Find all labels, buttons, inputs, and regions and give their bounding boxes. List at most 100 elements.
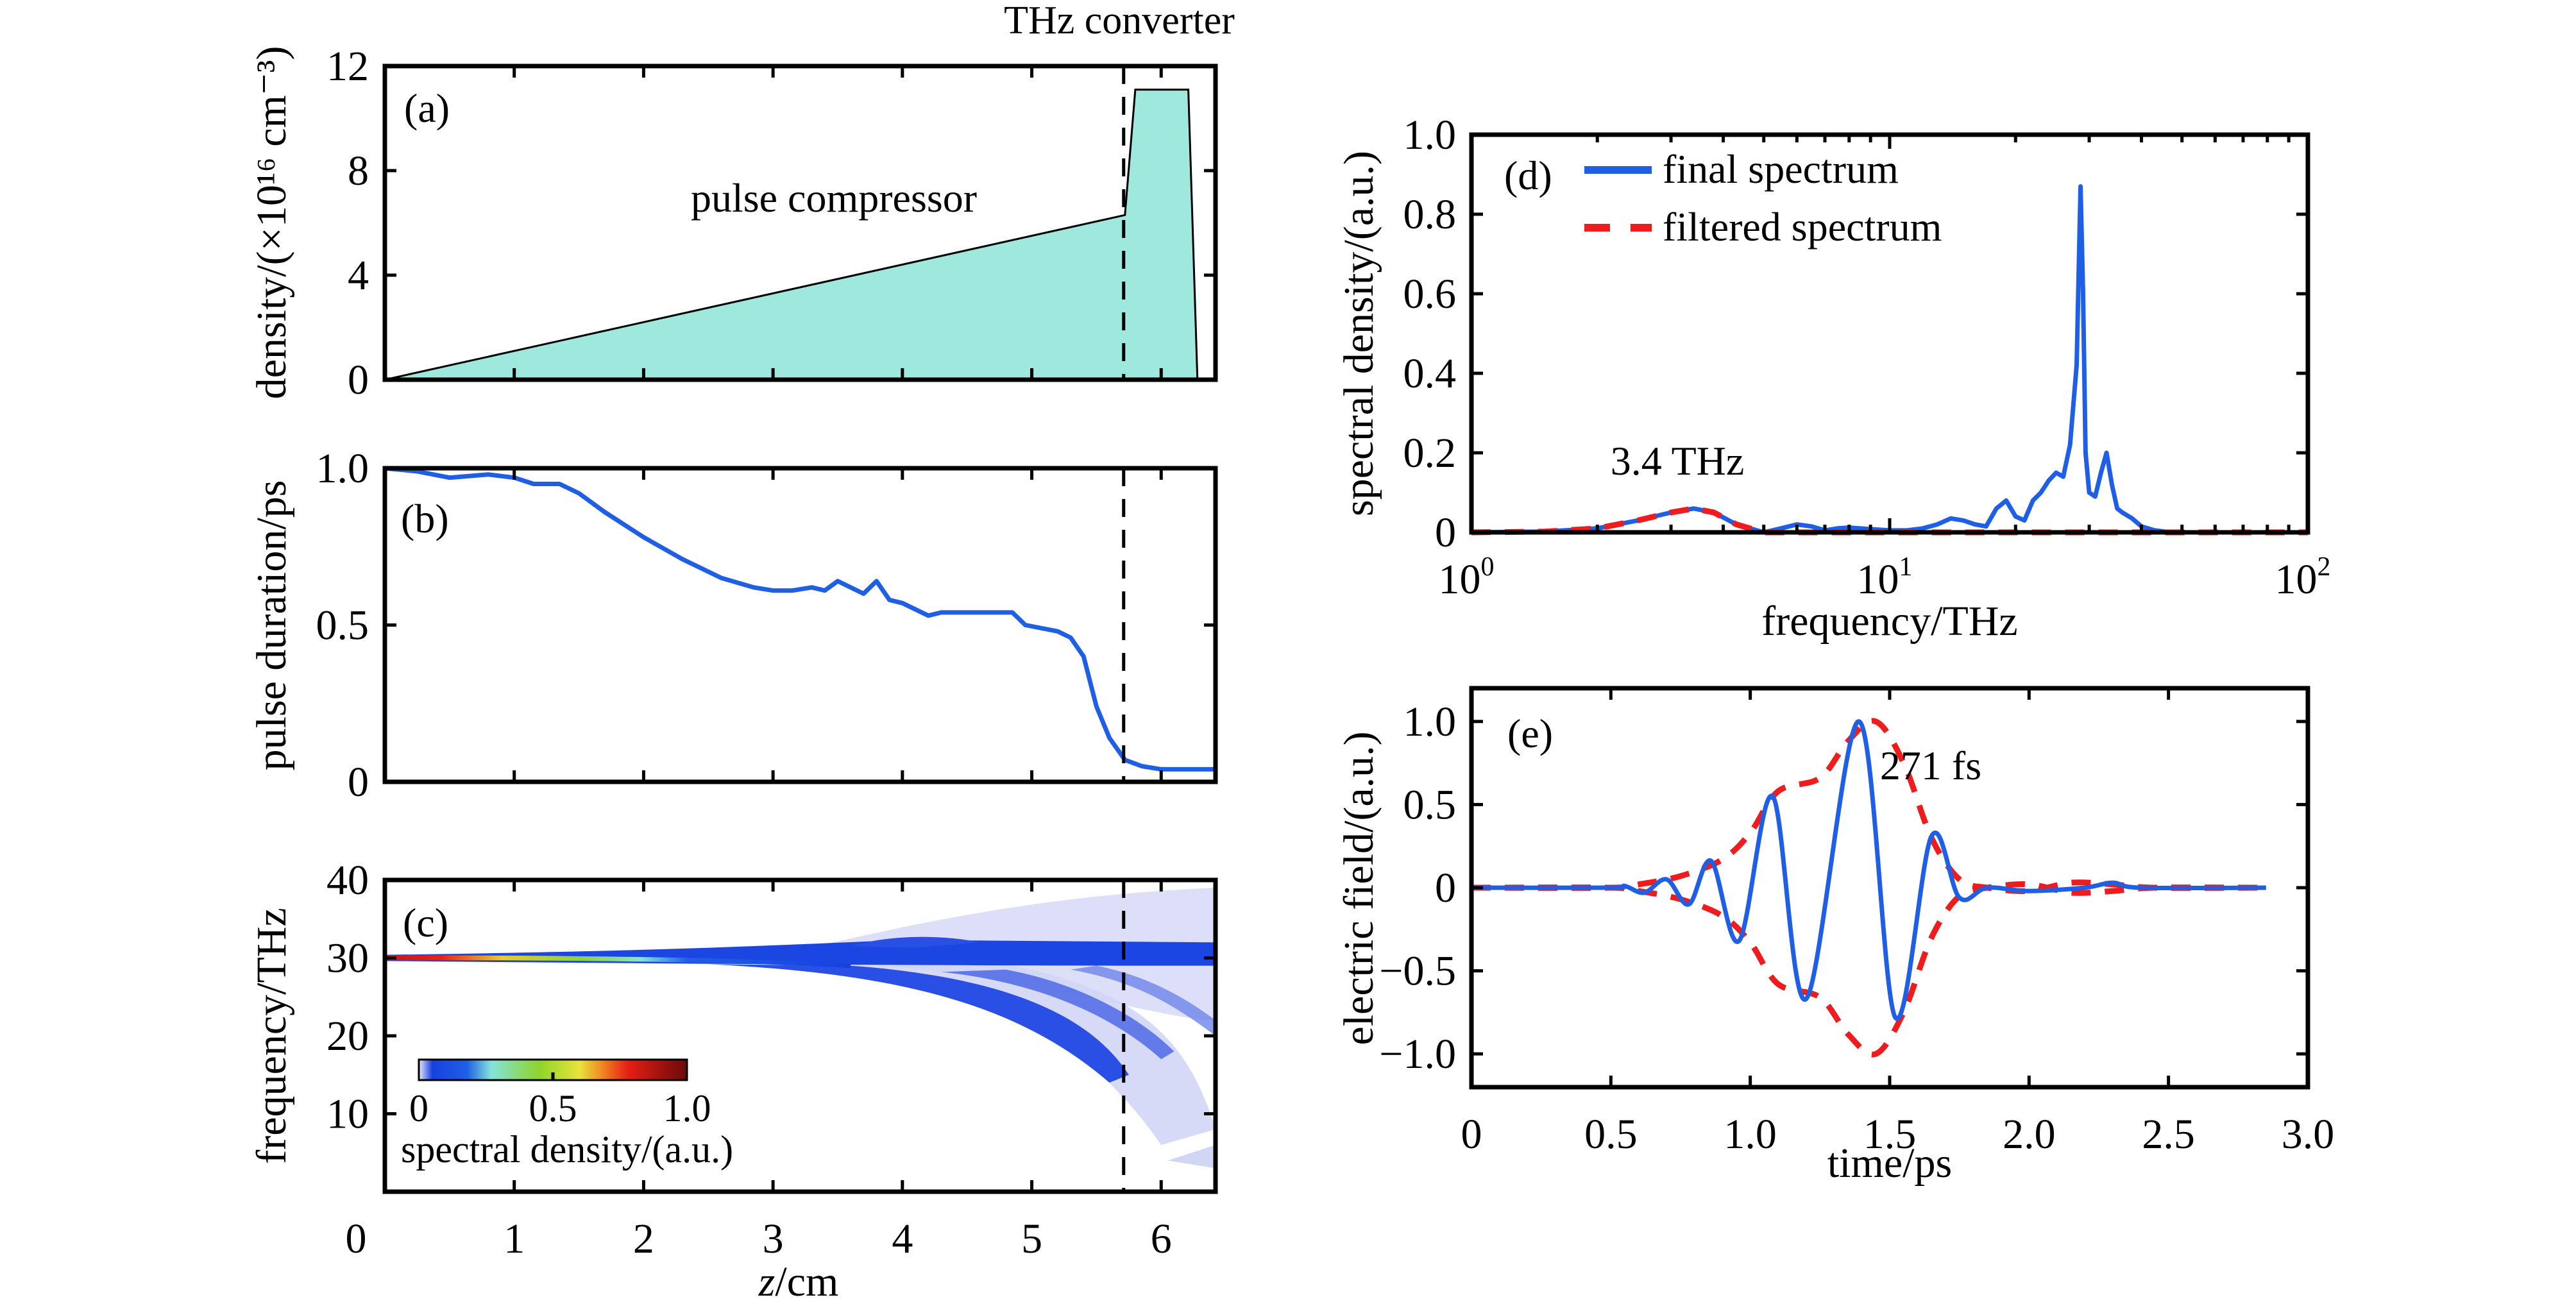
e-annotation-271fs: 271 fs [1880,743,1981,788]
panel-b-pulse-duration: 0 0.5 1.0 (b) pulse duration/ps [248,445,1218,806]
d-xtick-label: 101 [1857,552,1913,603]
c-branch-1 [708,964,1129,1083]
d-xtick-base: 10 [1439,556,1481,603]
e-plot-area [1471,718,2266,1058]
d-ytick-label: 0.8 [1403,191,1457,238]
b-plot-area [384,466,1216,782]
e-envelope-upper [1471,718,2266,894]
c-xlabel-variable: z [758,1258,775,1305]
d-panel-label: (d) [1504,153,1552,198]
d-ytick-label: 0.6 [1403,271,1457,317]
c-xtick-label: 3 [763,1215,784,1262]
d-xtick-base: 10 [1857,556,1899,603]
c-ticks: 10 20 30 40 0 1 2 3 4 5 6 [326,857,1216,1262]
b-duration-line [384,466,1216,772]
d-ytick-label: 1.0 [1403,112,1457,158]
c-branch-3 [1071,965,1216,1036]
e-ytick-label: 0.5 [1403,781,1457,828]
d-annotation-3.4thz: 3.4 THz [1611,438,1745,484]
panel-e-electric-field: −1.0 −0.5 0 0.5 1.0 0 0.5 1.0 1.5 2.0 2.5 3.0 (e) 2… [1335,686,2334,1187]
e-panel-label: (e) [1507,711,1553,756]
e-xtick-label: 2.5 [2142,1111,2195,1158]
c-ytick-label: 10 [326,1091,369,1138]
d-xtick-label: 102 [2275,552,2331,603]
c-xtick-label: 6 [1151,1215,1172,1262]
legend-filtered-label: filtered spectrum [1663,204,1942,250]
colorbar-tick-0: 0 [409,1087,428,1129]
b-ytick-label: 0.5 [316,602,369,649]
b-ytick-label: 1.0 [316,445,369,492]
a-density-area [384,89,1199,381]
e-xlabel: time/ps [1827,1140,1952,1187]
panel-c-spectrogram: 10 20 30 40 0 1 2 3 4 5 6 (c) 0 0.5 1.0 spectral d… [248,857,1218,1305]
c-core-line [385,955,851,968]
d-xlabel: frequency/THz [1761,598,2017,645]
c-xtick-label: 0 [346,1215,367,1262]
d-xtick-base: 10 [2275,556,2318,603]
colorbar-tick-05: 0.5 [529,1087,577,1129]
d-ytick-label: 0.4 [1403,350,1457,397]
e-xtick-label: 1.0 [1724,1111,1777,1158]
c-xlabel: z/cm [758,1258,839,1305]
d-ytick-label: 0 [1435,509,1456,556]
b-panel-label: (b) [401,496,449,541]
c-xtick-label: 2 [633,1215,654,1262]
a-ytick-label: 8 [348,148,369,194]
panel-a-density: 0 4 8 12 (a) pulse compressor density/(×10¹… [248,43,1218,403]
d-ytick-label: 0.2 [1403,430,1457,477]
c-xlabel-unit: /cm [775,1258,838,1305]
c-upper-blob [851,936,980,948]
d-xtick-exponent: 0 [1481,552,1495,582]
e-ylabel: electric field/(a.u.) [1335,731,1382,1045]
c-ytick-label: 30 [326,935,369,982]
d-xtick-exponent: 1 [1899,552,1913,582]
legend-final-label: final spectrum [1663,146,1899,192]
e-xtick-label: 2.0 [2003,1111,2056,1158]
c-ytick-label: 40 [326,857,369,904]
c-xtick-label: 4 [892,1215,913,1262]
a-panel-label: (a) [404,85,450,131]
e-xtick-label: 3.0 [2282,1111,2335,1158]
c-plot-area [385,880,1216,1192]
a-ticks: 0 4 8 12 [326,43,1216,403]
c-lower-spread [837,958,1216,1146]
e-xtick-label: 0.5 [1584,1111,1638,1158]
b-frame [382,466,1218,784]
b-ytick-label: 0 [348,759,369,806]
d-ylabel: spectral density/(a.u.) [1335,151,1382,516]
e-envelope-lower [1471,881,2266,1058]
d-frame [1469,132,2310,535]
a-plot-area [384,66,1199,381]
e-ytick-label: 0 [1435,865,1456,911]
c-xtick-label: 5 [1021,1215,1042,1262]
colorbar-tick-1: 1.0 [663,1087,711,1129]
e-xtick-label: 1.5 [1863,1111,1917,1158]
a-ytick-label: 0 [348,357,369,403]
a-ytick-label: 4 [348,252,369,299]
a-annotation-pulse-compressor: pulse compressor [691,175,977,221]
c-xtick-label: 1 [504,1215,525,1262]
a-ytick-label: 12 [326,43,369,90]
e-ytick-label: 1.0 [1403,698,1457,745]
b-ticks: 0 0.5 1.0 [316,445,1216,806]
c-low-tail [1167,1145,1216,1169]
d-xtick-exponent: 2 [2318,552,2331,582]
c-ylabel: frequency/THz [248,908,295,1163]
thz-converter-label: THz converter [1004,0,1235,42]
e-ticks: −1.0 −0.5 0 0.5 1.0 0 0.5 1.0 1.5 2.0 2.5 3.0 [1379,688,2334,1158]
a-ylabel: density/(×10¹⁶ cm⁻³) [248,46,295,400]
e-ytick-label: −1.0 [1379,1031,1456,1078]
e-ytick-label: −0.5 [1379,948,1456,995]
a-frame [382,63,1218,382]
b-ylabel: pulse duration/ps [248,480,295,771]
colorbar-title: spectral density/(a.u.) [401,1128,733,1171]
d-xtick-label: 100 [1439,552,1495,603]
c-branch-2 [941,969,1174,1060]
e-field-line [1471,719,2266,1021]
e-xtick-label: 0 [1461,1111,1482,1158]
c-ytick-label: 20 [326,1013,369,1060]
c-panel-label: (c) [403,900,448,945]
